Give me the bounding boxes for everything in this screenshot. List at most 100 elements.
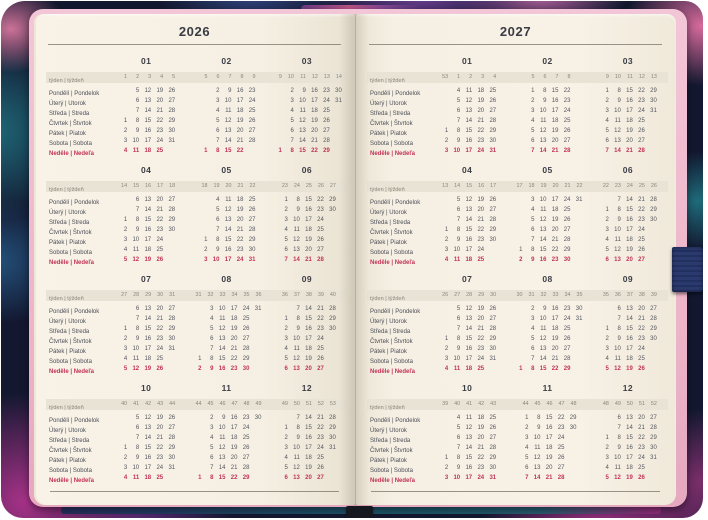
day-numbers: 7 14 21 28 [507, 235, 587, 245]
weekday-label: Pátek | Piatok [370, 458, 407, 464]
day-cell: 25 [638, 356, 645, 362]
day-cell: 29 [242, 356, 250, 362]
day-numbers-row: 1 8 15 22 29 [588, 433, 668, 443]
day-numbers: 5 12 19 26 [427, 96, 507, 106]
day-cell: 8 [216, 148, 220, 154]
day-cell: 21 [477, 118, 485, 124]
day-cell [437, 423, 449, 433]
month-band: týden | týždeň Pondělí | Pondelok Úterý | … [46, 55, 347, 157]
day-cell: 25 [156, 475, 164, 481]
day-cell: 1 [284, 197, 288, 203]
day-cell [164, 255, 176, 265]
day-numbers: 6 13 20 27 [186, 453, 266, 463]
weekday-label-row: Pátek | Piatok [367, 453, 427, 464]
day-cell: 3 [210, 306, 214, 312]
day-cell: 18 [230, 435, 238, 441]
day-numbers: 4 11 18 25 [507, 443, 587, 453]
day-cell: 14 [626, 197, 633, 203]
day-cell [511, 304, 523, 314]
day-cell [325, 235, 337, 245]
weekday-labels: týden | týždeň Pondělí | Pondelok Úterý | … [46, 382, 106, 484]
day-cell: 2 [216, 88, 220, 94]
day-numbers: 2 9 16 23 [186, 86, 266, 96]
day-cell: 22 [156, 217, 164, 223]
day-numbers-row: 6 13 20 27 [106, 96, 186, 106]
weekday-label-row: Neděle | Nedeľa [367, 473, 427, 484]
day-cell [164, 146, 176, 156]
day-cell [325, 215, 337, 225]
day-cell: 5 [456, 197, 461, 203]
month-block: 09 36 37 38 39 40 7 14 21 28 1 8 15 22 29 2 9 16 23 30 3 10 17… [266, 273, 347, 374]
day-cell: 31 [489, 475, 497, 481]
day-numbers: 1 8 15 22 29 [588, 86, 668, 96]
day-numbers: 7 14 21 28 [267, 413, 347, 423]
week-numbers: 48 49 50 51 52 [588, 399, 668, 410]
day-cell: 3 [290, 98, 294, 104]
day-numbers: 2 9 16 23 30 [186, 413, 266, 423]
day-numbers: 2 9 16 23 30 [507, 304, 587, 314]
day-cell: 1 [444, 227, 449, 233]
day-cell: 13 [218, 455, 226, 461]
day-cell: 5 [605, 247, 609, 253]
day-numbers: 6 13 20 27 [186, 126, 266, 136]
day-cell [598, 304, 610, 314]
day-cell: 14 [533, 475, 541, 481]
day-cell: 12 [465, 306, 473, 312]
day-cell: 16 [230, 415, 238, 421]
day-cell [646, 473, 658, 483]
day-cell: 21 [551, 148, 559, 154]
day-cell: 9 [210, 366, 214, 372]
week-number-cell: 25 [305, 183, 312, 189]
day-numbers-row: 7 14 21 28 [267, 136, 347, 146]
day-numbers-row: 5 12 19 26 [267, 463, 347, 473]
day-cell: 9 [228, 88, 232, 94]
day-cell: 29 [489, 336, 497, 342]
day-numbers: 4 11 18 25 [507, 205, 587, 215]
month-block: 06 22 23 24 25 26 7 14 21 28 1 8 15 22 29 2 9 16 23 30 3 10 17… [587, 164, 668, 265]
day-cell [646, 225, 658, 235]
day-cell: 3 [605, 227, 609, 233]
week-numbers-row: 36 37 38 39 40 [266, 290, 347, 301]
day-cell: 29 [329, 425, 336, 431]
day-cell: 28 [557, 475, 565, 481]
day-cell: 20 [551, 346, 559, 352]
day-cell: 4 [605, 237, 609, 243]
day-numbers-row: 2 9 16 23 30 [588, 443, 668, 453]
week-number-cell: 3 [481, 74, 485, 80]
day-cell: 24 [236, 257, 244, 263]
day-cell: 24 [156, 346, 164, 352]
sunday-numbers: 6 13 20 27 [267, 473, 347, 483]
label-spacer [367, 382, 427, 395]
day-cell: 18 [465, 366, 473, 372]
day-cell [565, 473, 577, 483]
month-band: týden | týždeň Pondělí | Pondelok Úterý | … [367, 382, 668, 484]
day-cell: 24 [242, 425, 250, 431]
day-numbers: 2 9 16 23 30 [106, 453, 186, 463]
day-numbers-row: 7 14 21 28 [267, 413, 347, 423]
day-numbers-row: 2 9 16 23 30 [427, 344, 507, 354]
day-numbers: 7 14 21 28 [427, 116, 507, 126]
week-number-cell: 46 [219, 401, 226, 407]
day-cell: 25 [242, 435, 250, 441]
day-cell: 26 [317, 356, 324, 362]
week-number-cell: 21 [564, 183, 571, 189]
day-cell: 15 [144, 445, 152, 451]
weekday-label-row: Sobota | Sobota [367, 354, 427, 365]
day-cell [250, 344, 262, 354]
day-cell [116, 86, 128, 96]
weekday-label-row: Úterý | Utorok [367, 96, 427, 107]
day-cell: 14 [218, 465, 226, 471]
day-cell [164, 235, 176, 245]
day-cell [485, 255, 497, 265]
weekday-label: Úterý | Utorok [370, 101, 407, 107]
day-cell [437, 413, 449, 423]
sunday-numbers: 3 10 17 24 31 [427, 473, 507, 483]
weekday-label: Pátek | Piatok [370, 131, 407, 137]
day-cell: 2 [284, 207, 288, 213]
sunday-numbers: 7 14 21 28 [507, 473, 587, 483]
day-numbers: 5 12 19 26 [186, 116, 266, 126]
day-numbers: 5 12 19 26 [507, 453, 587, 463]
day-numbers-row: 4 11 18 25 [106, 354, 186, 364]
week-number-cell: 28 [466, 292, 473, 298]
day-cell: 30 [650, 98, 657, 104]
